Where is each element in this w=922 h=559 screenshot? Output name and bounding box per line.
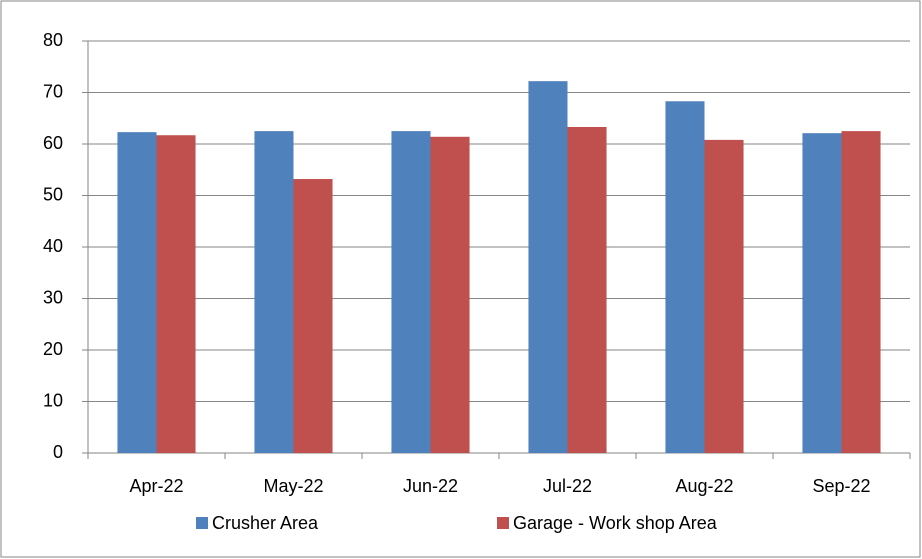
- y-tick-label: 0: [53, 442, 63, 462]
- y-tick-label: 20: [43, 339, 63, 359]
- bar: [156, 135, 196, 453]
- y-tick-label: 80: [43, 30, 63, 50]
- y-tick-label: 10: [43, 390, 63, 410]
- x-tick-label: Sep-22: [812, 476, 870, 496]
- x-tick-label: May-22: [263, 476, 323, 496]
- legend-swatch: [196, 517, 208, 529]
- y-tick-label: 50: [43, 184, 63, 204]
- y-tick-label: 30: [43, 287, 63, 307]
- bar: [528, 81, 568, 454]
- legend-label: Crusher Area: [212, 513, 319, 533]
- bar: [567, 127, 607, 453]
- bar: [704, 139, 744, 453]
- x-tick-label: Jul-22: [543, 476, 592, 496]
- bar: [117, 132, 157, 453]
- y-tick-label: 60: [43, 133, 63, 153]
- legend-label: Garage - Work shop Area: [513, 513, 718, 533]
- bar: [841, 131, 881, 453]
- y-tick-label: 40: [43, 236, 63, 256]
- bar: [254, 131, 294, 453]
- bar: [665, 101, 705, 453]
- bar: [293, 179, 333, 453]
- bar: [430, 136, 470, 454]
- x-tick-label: Aug-22: [675, 476, 733, 496]
- x-tick-label: Apr-22: [129, 476, 183, 496]
- bar: [802, 133, 842, 453]
- bar: [391, 131, 431, 453]
- legend-swatch: [497, 517, 509, 529]
- x-tick-label: Jun-22: [403, 476, 458, 496]
- y-tick-label: 70: [43, 81, 63, 101]
